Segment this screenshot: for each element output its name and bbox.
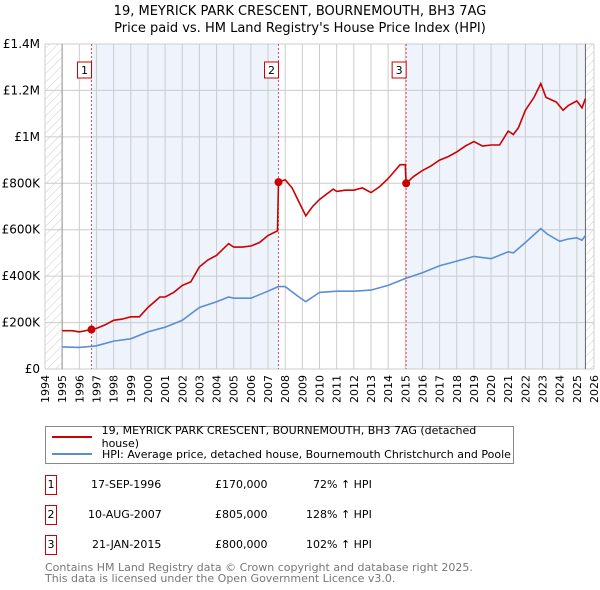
price-chart: 1 2 3 1994 1995 1996 1997 1998 1999 2000 2001 2002 2… [2, 37, 600, 403]
y-tick-label: £400K [2, 269, 42, 283]
sale-date: 21-JAN-2015 [92, 538, 162, 551]
sale-label-box [76, 61, 92, 79]
x-tick-label: 2019 [468, 375, 481, 403]
hatched-range [585, 44, 594, 369]
x-tick-label: 2017 [434, 375, 447, 403]
x-tick-label: 2002 [176, 375, 189, 403]
sale-date: 17-SEP-1996 [91, 478, 162, 491]
sale-hpi: 128% ↑ HPI [306, 508, 372, 521]
x-tick-label: 1999 [125, 375, 138, 403]
x-tick-label: 2012 [348, 375, 361, 403]
footer-licence: This data is licensed under the Open Gov… [45, 572, 396, 585]
x-tick-label: 2021 [502, 375, 515, 403]
x-tick-label: 2025 [571, 375, 584, 403]
legend-swatch-blue [52, 453, 92, 455]
x-tick-label: 2001 [159, 375, 172, 403]
y-tick-label: £1M [14, 130, 40, 144]
sale-price: £805,000 [215, 508, 268, 521]
sale-label-box [263, 61, 279, 79]
x-tick-label: 2022 [519, 375, 532, 403]
y-tick-label: £800K [2, 176, 42, 190]
sale-hpi: 102% ↑ HPI [306, 538, 372, 551]
sale-number: 2 [45, 505, 57, 525]
x-tick-label: 2005 [228, 375, 241, 403]
x-tick-label: 2008 [279, 375, 292, 403]
x-tick-label: 1995 [56, 375, 69, 403]
y-tick-label: £200K [2, 316, 42, 330]
x-tick-label: 2018 [451, 375, 464, 403]
chart-subtitle: Price paid vs. HM Land Registry's House … [114, 21, 486, 36]
sale-hpi: 72% ↑ HPI [313, 478, 372, 491]
sale-price: £170,000 [215, 478, 268, 491]
x-tick-label: 2023 [537, 375, 550, 403]
sale-label: 3 [396, 64, 403, 77]
x-tick-label: 2016 [416, 375, 429, 403]
legend: 19, MEYRICK PARK CRESCENT, BOURNEMOUTH, … [45, 424, 514, 464]
x-tick-label: 2024 [554, 375, 567, 403]
footer-copyright: Contains HM Land Registry data © Crown c… [45, 561, 473, 574]
x-tick-label: 2009 [296, 375, 309, 403]
y-tick-label: £0 [25, 362, 40, 376]
x-tick-label: 2026 [588, 375, 600, 403]
legend-item-property: 19, MEYRICK PARK CRESCENT, BOURNEMOUTH, … [52, 424, 513, 450]
x-tick-label: 1998 [108, 375, 121, 403]
legend-item-hpi: HPI: Average price, detached house, Bour… [52, 446, 511, 462]
x-tick-label: 2007 [262, 375, 275, 403]
sale-number: 1 [45, 475, 57, 495]
legend-label: 19, MEYRICK PARK CRESCENT, BOURNEMOUTH, … [101, 424, 477, 450]
x-tick-label: 2013 [365, 375, 378, 403]
x-tick-label: 2010 [314, 375, 327, 403]
x-tick-label: 2003 [193, 375, 206, 403]
y-tick-label: £1.4M [3, 37, 40, 51]
sale-point [274, 178, 283, 187]
sale-label: 2 [268, 64, 275, 77]
sale-point [402, 179, 411, 188]
hpi-line [62, 227, 587, 349]
x-tick-label: 1994 [39, 375, 52, 403]
sale-date: 10-AUG-2007 [88, 508, 162, 521]
x-tick-label: 2011 [331, 375, 344, 403]
x-tick-label: 2004 [211, 375, 224, 403]
x-tick-label: 2020 [485, 375, 498, 403]
sale-label: 1 [81, 64, 88, 77]
sale-price: £800,000 [215, 538, 268, 551]
legend-swatch-red [52, 436, 92, 438]
shaded-range [406, 44, 586, 369]
sale-number: 3 [45, 535, 57, 555]
x-tick-label: 2006 [245, 375, 258, 403]
legend-label: HPI: Average price, detached house, Bour… [102, 447, 511, 461]
x-tick-label: 2015 [399, 375, 412, 403]
y-tick-label: £600K [2, 223, 42, 237]
property-price-line [62, 81, 587, 333]
hatched-range [45, 44, 63, 369]
x-tick-label: 2014 [382, 375, 395, 403]
y-tick-label: £1.2M [3, 83, 40, 97]
sale-label-box [391, 61, 407, 79]
x-tick-label: 1997 [90, 375, 103, 403]
x-tick-label: 1996 [73, 375, 86, 403]
footer: Contains HM Land Registry data © Crown c… [45, 562, 473, 584]
chart-title: 19, MEYRICK PARK CRESCENT, BOURNEMOUTH, … [113, 4, 487, 19]
x-tick-label: 2000 [142, 375, 155, 403]
sale-point [87, 325, 96, 334]
shaded-range [91, 44, 279, 369]
